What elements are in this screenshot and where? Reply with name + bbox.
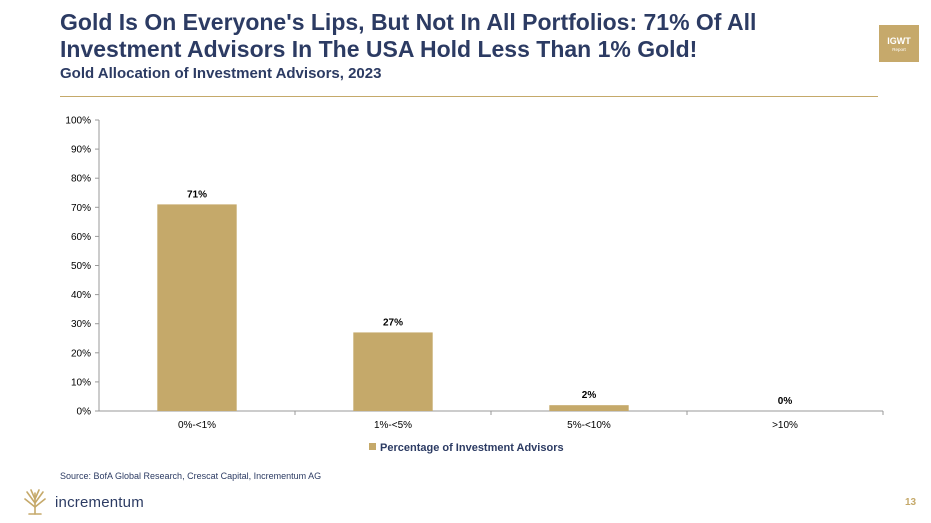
badge-title: IGWT — [887, 36, 911, 46]
y-tick-label: 100% — [65, 116, 91, 127]
incrementum-logo: incrementum — [24, 489, 144, 515]
y-tick-label: 60% — [71, 232, 91, 243]
y-tick-label: 90% — [71, 145, 91, 156]
x-tick-label: >10% — [772, 420, 798, 431]
title-divider — [60, 96, 878, 97]
y-tick-label: 50% — [71, 261, 91, 272]
x-tick-label: 5%-<10% — [567, 420, 611, 431]
y-tick-label: 10% — [71, 377, 91, 388]
y-tick-label: 20% — [71, 348, 91, 359]
y-tick-label: 30% — [71, 319, 91, 330]
y-tick-label: 0% — [77, 407, 92, 418]
data-label: 27% — [383, 317, 403, 328]
bar-3 — [549, 405, 629, 411]
page-title: Gold Is On Everyone's Lips, But Not In A… — [60, 9, 757, 62]
chart-subtitle: Gold Allocation of Investment Advisors, … — [60, 65, 382, 82]
y-tick-label: 70% — [71, 203, 91, 214]
bar-2 — [353, 332, 433, 411]
page-number: 13 — [905, 497, 917, 508]
legend-label: Percentage of Investment Advisors — [380, 442, 564, 454]
bar-chart: 0% 10% 20% 30% 40% 50% 60% 70% 80% 90% 100% 71% 0%-<… — [65, 116, 884, 454]
tree-logo-icon — [24, 489, 46, 515]
data-label: 0% — [778, 396, 793, 407]
brand-name: incrementum — [55, 493, 144, 511]
x-tick-label: 1%-<5% — [374, 420, 412, 431]
data-label: 2% — [582, 390, 597, 401]
x-tick-label: 0%-<1% — [178, 420, 216, 431]
legend-swatch — [369, 443, 376, 450]
source-note: Source: BofA Global Research, Crescat Ca… — [60, 471, 322, 481]
badge-subtitle: Report — [892, 47, 906, 52]
data-label: 71% — [187, 189, 207, 200]
y-tick-label: 80% — [71, 174, 91, 185]
y-tick-label: 40% — [71, 290, 91, 301]
bar-1 — [157, 204, 237, 411]
igwt-report-badge: IGWT Report — [879, 25, 919, 62]
